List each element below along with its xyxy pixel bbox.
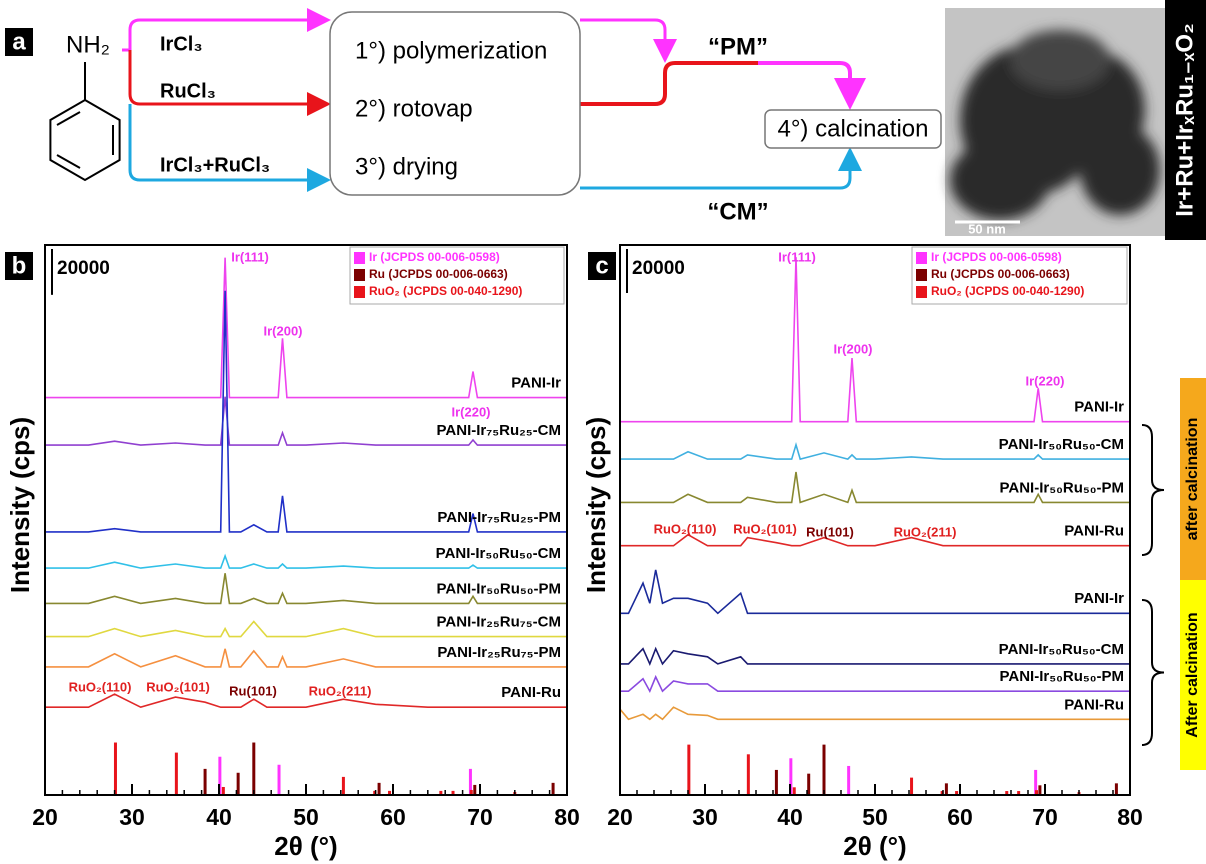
series-label: PANI-Ir (511, 375, 561, 392)
legend-swatch (354, 269, 365, 281)
panel-label: b (12, 252, 27, 279)
x-tick-label: 60 (380, 804, 406, 830)
series-label: PANI-Ir₅₀Ru₅₀-PM (1000, 479, 1125, 496)
input-label: IrCl₃+RuCl₃ (160, 154, 270, 176)
series-label: PANI-Ir₇₅Ru₂₅-CM (437, 422, 561, 439)
input-label: IrCl₃ (160, 33, 203, 55)
legend-swatch (916, 252, 927, 264)
legend-label: Ir (JCPDS 00-006-0598) (931, 250, 1062, 264)
y-axis-title: Intensity (cps) (5, 417, 35, 593)
legend-label: RuO₂ (JCPDS 00-040-1290) (369, 284, 522, 298)
legend-label: Ru (JCPDS 00-006-0663) (369, 267, 508, 281)
series-label: PANI-Ir₅₀Ru₅₀-CM (436, 545, 561, 562)
x-tick-label: 70 (467, 804, 493, 830)
group-brace (1142, 600, 1164, 745)
route-label: “PM” (708, 33, 768, 60)
group-label: after calcination (1184, 418, 1201, 541)
plot-frame (620, 245, 1130, 795)
image-caption: Ir+Ru+IrₓRu₁₋ₓO₂ (1171, 23, 1198, 217)
x-tick-label: 30 (119, 804, 145, 830)
scale-bar-label: 50 nm (968, 221, 1006, 236)
x-tick-label: 50 (862, 804, 888, 830)
route-label: “CM” (707, 198, 768, 225)
scheme: a NH₂ IrCl₃ RuCl₃ IrCl₃+RuCl₃ 1°) polyme… (5, 0, 1206, 240)
series-label: PANI-Ir₂₅Ru₇₅-PM (437, 644, 561, 661)
x-tick-label: 50 (293, 804, 319, 830)
group-label: After calcination (1184, 612, 1201, 737)
peak-label: Ir(200) (263, 323, 302, 338)
x-axis-title: 2θ (°) (843, 831, 906, 861)
peak-label: Ru(101) (229, 683, 277, 698)
peak-label: Ru(101) (806, 524, 854, 539)
x-tick-label: 20 (32, 804, 58, 830)
xrd-curve (620, 707, 1130, 719)
series-label: PANI-Ir (1074, 590, 1124, 607)
peak-label: RuO₂(110) (654, 521, 717, 536)
figure: a NH₂ IrCl₃ RuCl₃ IrCl₃+RuCl₃ 1°) polyme… (0, 0, 1206, 864)
peak-label: RuO₂(211) (309, 683, 372, 698)
x-tick-label: 80 (554, 804, 580, 830)
series-label: PANI-Ir₇₅Ru₂₅-PM (437, 509, 561, 526)
panel-label: c (595, 252, 608, 279)
series-label: PANI-Ru (1064, 696, 1124, 713)
x-tick-label: 80 (1117, 804, 1143, 830)
tem-image (945, 8, 1165, 236)
peak-label: Ir(220) (451, 404, 490, 419)
legend-label: RuO₂ (JCPDS 00-040-1290) (931, 284, 1084, 298)
legend-swatch (354, 286, 365, 298)
xrd-curve (620, 570, 1130, 613)
x-axis-title: 2θ (°) (274, 831, 337, 861)
series-label: PANI-Ir₂₅Ru₇₅-CM (437, 614, 561, 631)
scale-bar-label: 20000 (57, 258, 110, 279)
input-label: RuCl₃ (160, 80, 216, 102)
x-tick-label: 40 (206, 804, 232, 830)
group-brace (1142, 425, 1164, 555)
legend-swatch (916, 286, 927, 298)
scale-bar-label: 20000 (632, 258, 685, 279)
x-tick-label: 70 (1032, 804, 1058, 830)
series-label: PANI-Ir₅₀Ru₅₀-CM (999, 641, 1124, 658)
step: 2°) rotovap (355, 95, 473, 122)
series-label: PANI-Ir₅₀Ru₅₀-PM (1000, 668, 1125, 685)
x-tick-label: 60 (947, 804, 973, 830)
legend-label: Ru (JCPDS 00-006-0663) (931, 267, 1070, 281)
x-tick-label: 20 (607, 804, 633, 830)
series-label: PANI-Ru (1064, 523, 1124, 540)
y-axis-title: Intensity (cps) (581, 417, 611, 593)
peak-label: Ir(200) (833, 341, 872, 356)
peak-label: Ir(111) (778, 249, 816, 264)
step: 1°) polymerization (355, 37, 547, 64)
reagent: NH₂ (66, 31, 110, 58)
series-label: PANI-Ir (1074, 399, 1124, 416)
peak-label: RuO₂(211) (894, 524, 957, 539)
peak-label: RuO₂(101) (733, 521, 797, 536)
x-tick-label: 30 (692, 804, 718, 830)
legend-label: Ir (JCPDS 00-006-0598) (369, 250, 500, 264)
x-tick-label: 40 (777, 804, 803, 830)
peak-label: Ir(220) (1025, 373, 1064, 388)
series-label: PANI-Ru (501, 684, 561, 701)
xrd-curve (45, 694, 567, 707)
peak-label: Ir(111) (231, 249, 269, 264)
panel-label: a (12, 28, 26, 55)
benzene-ring (50, 62, 119, 180)
legend-swatch (354, 252, 365, 264)
peak-label: RuO₂(101) (146, 679, 210, 694)
series-label: PANI-Ir₅₀Ru₅₀-PM (437, 580, 562, 597)
legend-swatch (916, 269, 927, 281)
peak-label: RuO₂(110) (69, 679, 132, 694)
step: 4°) calcination (777, 115, 928, 142)
step: 3°) drying (355, 153, 458, 180)
series-label: PANI-Ir₅₀Ru₅₀-CM (999, 436, 1124, 453)
